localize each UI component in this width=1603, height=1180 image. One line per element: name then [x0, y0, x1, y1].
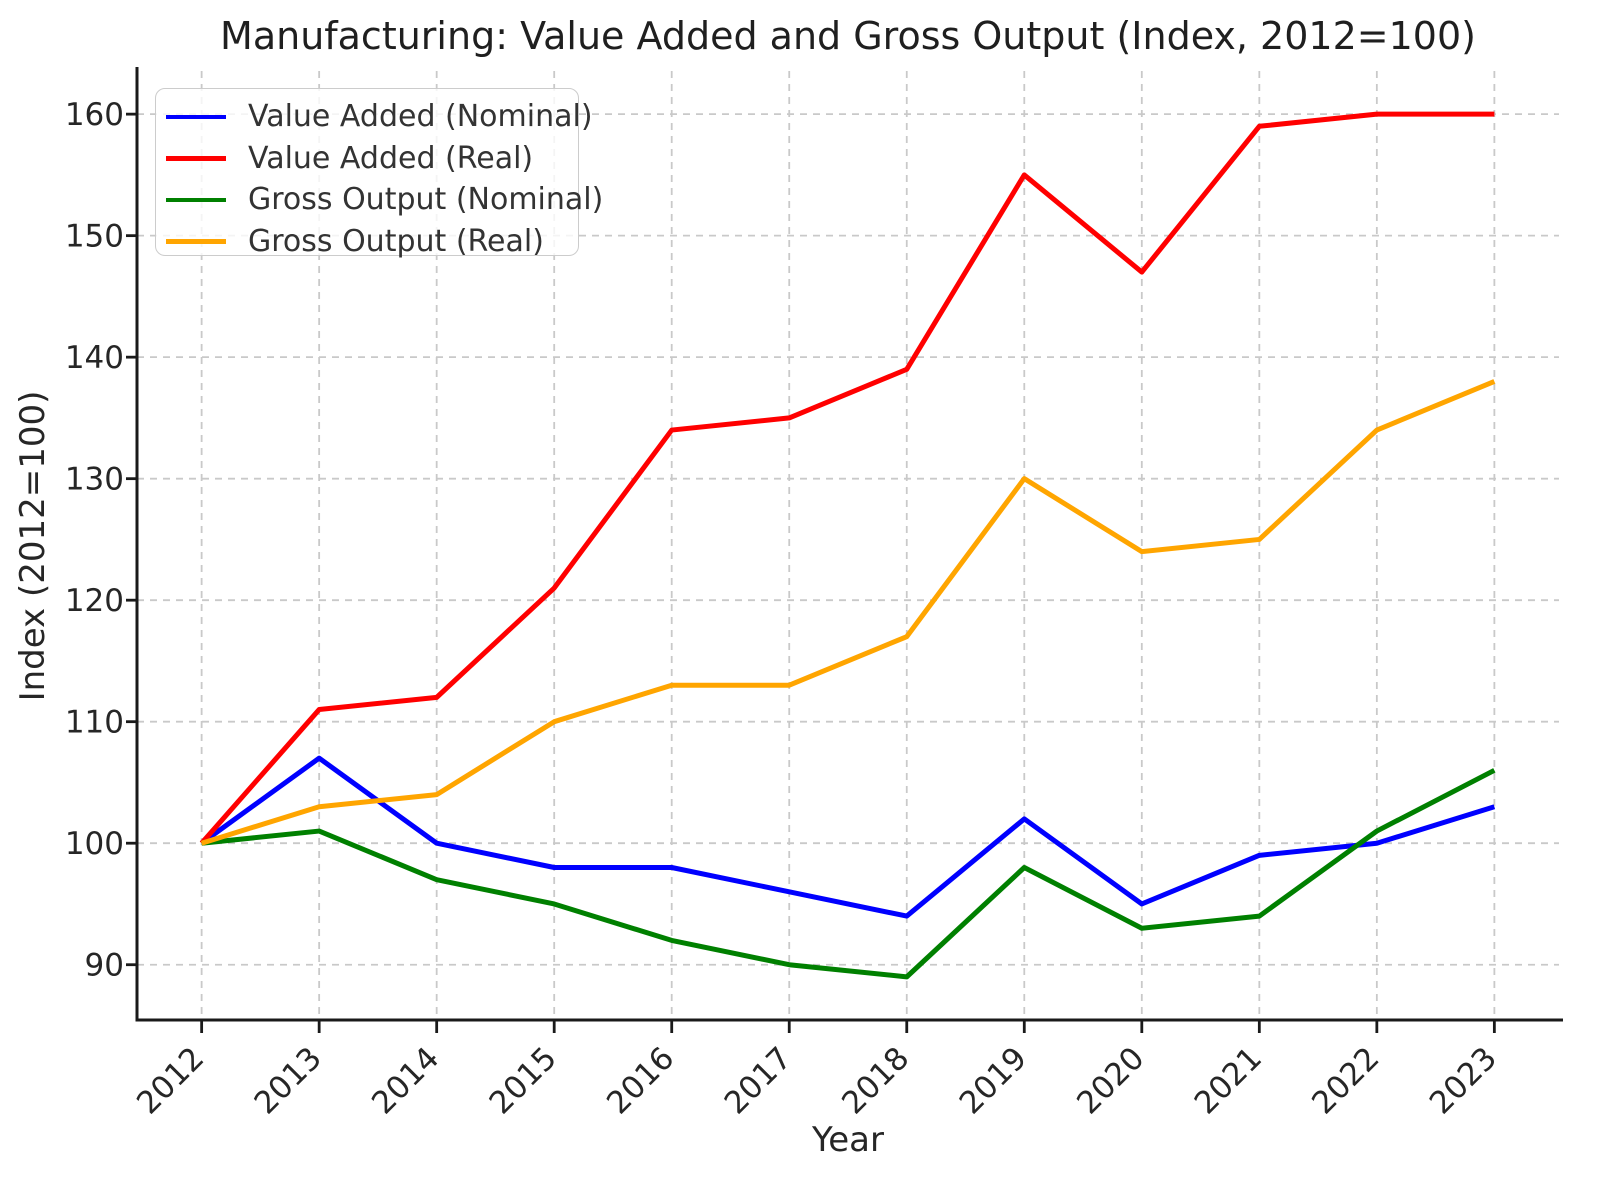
- legend-swatch-line: [166, 156, 226, 161]
- legend-item: Gross Output (Nominal): [156, 179, 603, 221]
- y-tick-label: 150: [65, 219, 124, 255]
- legend-item: Value Added (Nominal): [156, 96, 593, 138]
- x-tick-label: 2018: [835, 1040, 916, 1121]
- x-tick-label: 2013: [248, 1040, 329, 1121]
- x-tick-label: 2023: [1423, 1040, 1504, 1121]
- y-axis-label: Index (2012=100): [13, 390, 53, 702]
- legend-swatch-line: [166, 239, 226, 244]
- x-tick-label: 2019: [953, 1040, 1034, 1121]
- chart-title: Manufacturing: Value Added and Gross Out…: [220, 14, 1476, 58]
- series-line-1: [199, 111, 1495, 845]
- legend-item: Gross Output (Real): [156, 221, 578, 263]
- y-tick-label: 90: [85, 948, 124, 984]
- legend: Value Added (Nominal) Value Added (Real) G…: [155, 88, 603, 259]
- y-tick-label: 160: [65, 97, 124, 133]
- x-tick-label: 2021: [1188, 1040, 1269, 1121]
- y-tick-label: 140: [65, 340, 124, 376]
- legend-swatch-line: [166, 114, 226, 119]
- legend-label: Value Added (Nominal): [248, 99, 593, 135]
- y-tick-label: 110: [65, 705, 124, 741]
- x-tick-label: 2015: [483, 1040, 564, 1121]
- x-tick-label: 2020: [1070, 1040, 1151, 1121]
- legend-item: Value Added (Real): [156, 138, 578, 180]
- legend-swatch-line: [166, 197, 226, 202]
- x-tick-label: 2012: [130, 1040, 211, 1121]
- y-tick-label: 130: [65, 462, 124, 498]
- series-line-2: [201, 768, 1496, 980]
- x-tick-label: 2016: [600, 1040, 681, 1121]
- x-tick-label: 2022: [1305, 1040, 1386, 1121]
- legend-label: Gross Output (Real): [248, 223, 544, 259]
- x-axis-label: Year: [812, 1120, 884, 1160]
- series-line-3: [200, 379, 1496, 846]
- series-line-0: [200, 755, 1496, 919]
- legend-label: Value Added (Real): [248, 140, 534, 176]
- y-tick-label: 120: [65, 583, 124, 619]
- x-tick-label: 2017: [718, 1040, 799, 1121]
- legend-label: Gross Output (Nominal): [248, 182, 604, 218]
- x-tick-label: 2014: [365, 1040, 446, 1121]
- y-tick-label: 100: [65, 826, 124, 862]
